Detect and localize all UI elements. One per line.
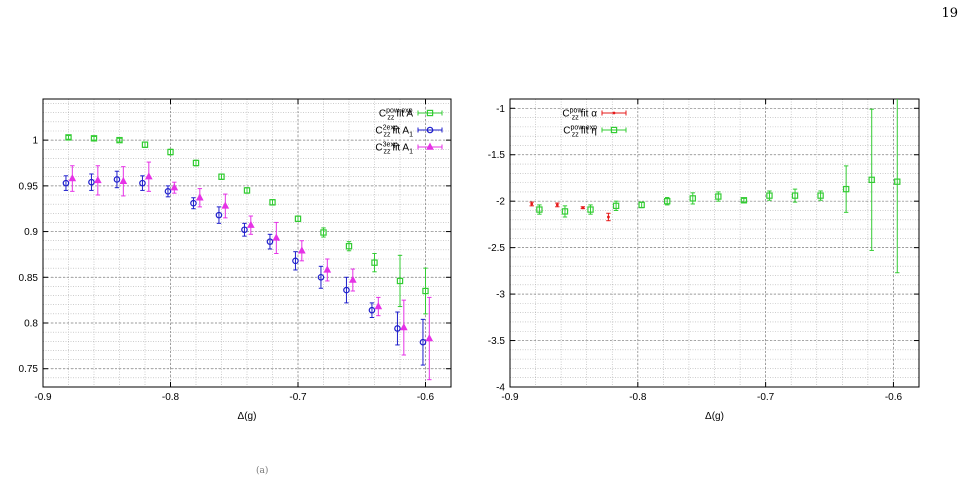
- data-point: [348, 275, 357, 283]
- data-point: [170, 183, 179, 191]
- data-point: [394, 325, 401, 332]
- y-tick-label: 0.85: [19, 273, 39, 284]
- data-point: [144, 172, 153, 180]
- data-point: [90, 135, 98, 142]
- data-point: [425, 334, 434, 342]
- data-point: [116, 136, 123, 144]
- data-point: [113, 176, 121, 183]
- data-point: [139, 179, 146, 187]
- x-tick-label: -0.9: [34, 392, 52, 403]
- data-point: [292, 257, 299, 265]
- series-2: [68, 161, 434, 381]
- y-tick-label: 1: [32, 136, 38, 147]
- data-point: [272, 233, 281, 241]
- data-point: [323, 265, 332, 273]
- data-point: [294, 215, 302, 222]
- legend-entry-0: Cpow-exp zz fit A: [379, 108, 443, 122]
- series-1: [62, 170, 427, 366]
- legend-sample-marker: [426, 109, 434, 117]
- data-point: [246, 220, 255, 228]
- data-point: [396, 277, 404, 285]
- y-tick-label: 0.75: [19, 364, 39, 375]
- legend-entry-2: C3exp zz fit A1: [375, 142, 443, 156]
- chart-0-group: 0.75 0.8 0.85 0.9 0.95 1 -0.9 -0.8 -0.7 -0.6 Δ(g) C…: [19, 98, 452, 422]
- legend-sample-marker: [426, 142, 434, 150]
- x-axis-label: Δ(g): [238, 411, 257, 422]
- legend-label: Cpow-exp zz fit A: [379, 108, 413, 122]
- data-point: [218, 173, 225, 180]
- data-point: [297, 246, 306, 254]
- data-point: [93, 175, 102, 184]
- caption-mark: (a): [256, 466, 269, 476]
- data-point: [343, 286, 350, 294]
- data-point: [62, 179, 70, 187]
- legend-label: C2exp zz fit A1: [375, 125, 413, 139]
- data-point: [320, 229, 327, 236]
- y-tick-label: 0.8: [24, 319, 38, 330]
- data-point: [215, 211, 223, 219]
- data-point: [345, 243, 353, 250]
- data-point: [141, 141, 149, 148]
- data-point: [243, 187, 251, 194]
- series-0: [65, 134, 429, 315]
- plot-frame: [42, 98, 452, 388]
- data-point: [167, 148, 174, 156]
- data-point: [119, 176, 128, 184]
- data-point: [368, 306, 376, 314]
- x-tick-label: -0.8: [162, 392, 180, 403]
- data-point: [269, 199, 276, 206]
- y-tick-label: 0.9: [24, 227, 38, 238]
- data-point: [371, 259, 378, 266]
- legend-label: C3exp zz fit A1: [375, 142, 413, 156]
- data-point: [221, 201, 230, 209]
- data-point: [65, 134, 72, 141]
- data-point: [68, 174, 77, 182]
- data-point: [317, 273, 325, 281]
- legend-entry-1: C2exp zz fit A1: [375, 125, 443, 139]
- data-point: [241, 226, 248, 234]
- x-tick-label: -0.6: [417, 392, 435, 403]
- data-point: [88, 178, 95, 186]
- x-tick-label: -0.7: [289, 392, 307, 403]
- y-tick-label: 0.95: [19, 181, 39, 192]
- data-point: [266, 238, 274, 245]
- data-point: [419, 338, 427, 346]
- data-point: [195, 193, 204, 201]
- data-point: [399, 323, 408, 331]
- data-point: [374, 302, 383, 310]
- data-point: [422, 287, 429, 295]
- data-point: [192, 159, 200, 167]
- legend-sample-marker: [426, 126, 434, 134]
- page-number: 19: [941, 6, 958, 21]
- data-point: [164, 188, 172, 195]
- data-point: [190, 199, 197, 207]
